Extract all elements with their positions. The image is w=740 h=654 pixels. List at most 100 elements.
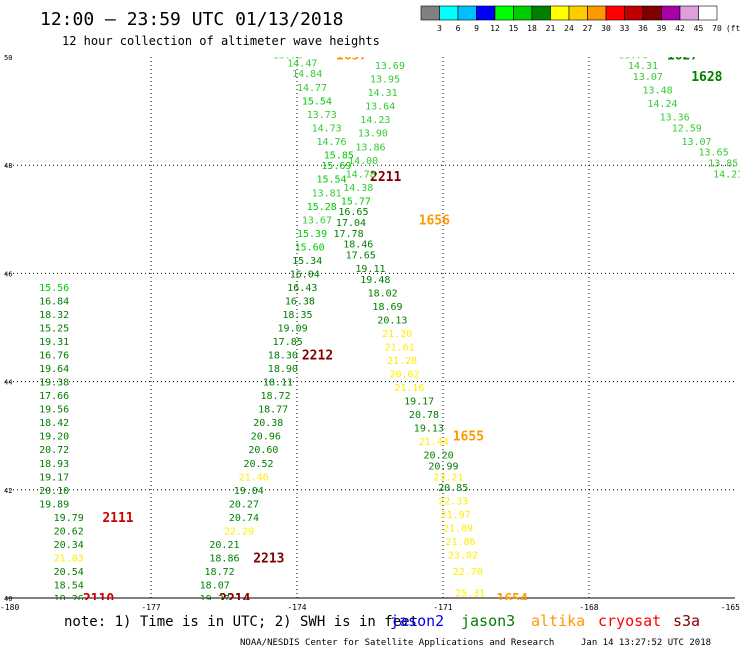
swh-value-label: 14.77 [297, 83, 327, 94]
track-2212: 18.30 17.85 19.09 18.35 16.38 16.43 16.04 15.34… [268, 175, 347, 364]
swh-value-label: 13.95 [370, 75, 400, 86]
swh-value-label: 21.86 [445, 537, 475, 548]
swh-value-label: 13.36 [660, 113, 690, 124]
swh-value-label: 13.48 [643, 85, 673, 96]
swh-value-label: 21.97 [441, 510, 471, 521]
legend-swatch [605, 5, 625, 21]
swh-value-label: 23.02 [448, 551, 478, 562]
swh-value-label: 14.23 [360, 115, 390, 126]
track-1657: 1657 [336, 48, 367, 63]
swh-value-label: 20.10 [39, 486, 69, 497]
swh-value-label: 17.78 [334, 229, 364, 240]
swh-value-label: 14.31 [368, 88, 398, 99]
swh-value-label: 15.39 [297, 229, 327, 240]
swh-value-label: 18.32 [39, 310, 69, 321]
legend-label: 36 [638, 24, 648, 33]
legend-label: 21 [546, 24, 556, 33]
swh-value-label: 18.30 [268, 351, 298, 362]
swh-value-label: 14.21 [713, 169, 740, 180]
legend-label: 42 [675, 24, 685, 33]
pass-time-label: 2214 [219, 592, 250, 607]
legend-swatch [568, 5, 588, 21]
legend-swatch [439, 5, 459, 21]
swh-value-label: 13.70 [618, 50, 648, 61]
swh-value-label: 15.60 [295, 242, 325, 253]
track-2213: 22.29 20.74 20.27 19.04 21.46 20.52 20.60 20.96… [224, 364, 298, 566]
swh-value-label: 17.65 [346, 250, 376, 261]
swh-value-label: 15.77 [341, 196, 371, 207]
legend-label: 9 [474, 24, 479, 33]
swh-value-label: 13.75 [273, 50, 303, 61]
legend-label: 12 [490, 24, 500, 33]
swh-value-label: 18.86 [209, 553, 239, 564]
swh-value-label: 19.17 [39, 472, 69, 483]
x-tick-label: -177 [141, 603, 160, 612]
x-tick-label: -174 [287, 603, 306, 612]
swh-value-label: 21.28 [387, 356, 417, 367]
swh-value-label: 22.70 [453, 567, 483, 578]
legend-label: 6 [456, 24, 461, 33]
pass-time-label: 1657 [336, 48, 367, 63]
swh-value-label: 15.54 [316, 175, 346, 186]
swh-value-label: 13.67 [302, 215, 332, 226]
swh-value-label: 22.29 [224, 526, 254, 537]
legend-label: 24 [564, 24, 574, 33]
swh-value-label: 20.78 [409, 410, 439, 421]
swh-value-label: 21.83 [54, 553, 84, 564]
swh-value-label: 19.37 [200, 594, 230, 605]
x-tick-label: -165 [721, 603, 740, 612]
legend-label: 3 [437, 24, 442, 33]
track-2111: 19.89 20.10 19.17 18.93 20.72 19.20 18.42 19.56… [39, 283, 134, 526]
pass-time-label: 2211 [370, 170, 401, 185]
legend-swatch [420, 5, 440, 21]
track-2214: 19.37 18.07 18.72 18.86 20.21 2214 [200, 540, 251, 607]
swh-value-label: 15.54 [302, 96, 332, 107]
pass-time-label: 1655 [453, 430, 484, 445]
swh-value-label: 18.07 [200, 580, 230, 591]
swh-value-label: 20.54 [54, 567, 84, 578]
swh-value-label: 17.66 [39, 391, 69, 402]
swh-value-label: 20.52 [243, 459, 273, 470]
legend-label: 39 [657, 24, 667, 33]
swh-value-label: 15.28 [307, 202, 337, 213]
y-tick-label: 46 [4, 270, 12, 278]
legend-swatch [457, 5, 477, 21]
swh-value-label: 13.81 [312, 188, 342, 199]
swh-value-label: 16.84 [39, 296, 69, 307]
y-tick-label: 42 [4, 487, 12, 495]
legend-swatch [661, 5, 681, 21]
swh-value-label: 15.69 [321, 161, 351, 172]
swh-value-label: 17.85 [273, 337, 303, 348]
x-tick-label: -171 [433, 603, 452, 612]
pass-time-label: 2212 [302, 349, 333, 364]
pass-time-label: 2110 [83, 592, 114, 607]
swh-value-label: 20.72 [39, 445, 69, 456]
swh-value-label: 14.76 [316, 137, 346, 148]
swh-value-label: 18.77 [258, 405, 288, 416]
legend-jason2: jason2 [390, 612, 444, 630]
legend-swatch [642, 5, 662, 21]
swh-value-label: 13.86 [355, 142, 385, 153]
swh-value-label: 18.35 [282, 310, 312, 321]
swh-value-label: 19.38 [39, 378, 69, 389]
pass-time-label: 2111 [102, 511, 133, 526]
swh-value-label: 14.73 [312, 123, 342, 134]
swh-value-label: 13.85 [708, 158, 738, 169]
swh-value-label: 14.78 [346, 169, 376, 180]
swh-value-label: 18.90 [268, 364, 298, 375]
swh-value-label: 13.73 [307, 110, 337, 121]
pass-time-label: 1654 [497, 592, 528, 607]
legend-swatch [624, 5, 644, 21]
legend-altika: altika [531, 612, 585, 630]
y-tick-label: 48 [4, 162, 12, 170]
swh-value-label: 18.26 [54, 594, 84, 605]
swh-value-label: 13.90 [358, 129, 388, 140]
legend-label: 45 [694, 24, 704, 33]
swh-value-label: 20.27 [229, 499, 259, 510]
footer-note: note: 1) Time is in UTC; 2) SWH is in fe… [64, 614, 418, 630]
swh-value-label: 20.62 [389, 369, 419, 380]
